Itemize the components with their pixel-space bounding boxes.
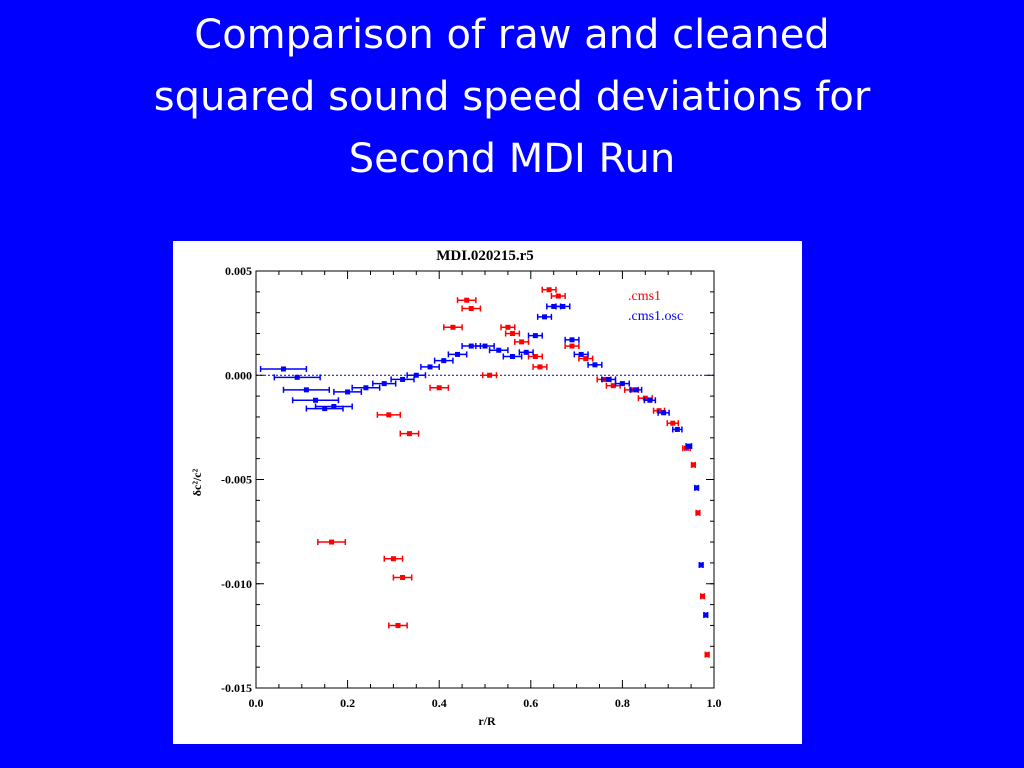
series-0-point-11 [505,324,511,330]
series-1-point-9 [400,376,406,382]
series-0-point-12 [509,331,515,337]
series-1-point-0 [280,366,286,372]
series-1-point-35 [703,612,709,618]
scatter-chart: 0.0 0.2 0.4 0.6 0.8 1.0 0.005 0.000 -0.005 -0.010… [190,248,722,728]
series-1-point-34 [698,562,704,568]
series-0-point-23 [642,395,648,401]
x-tick-label-4: 0.8 [615,696,630,710]
series-0-point-21 [610,383,616,389]
series-0-point-6 [436,385,442,391]
series-1-point-31 [674,426,680,432]
series-1-point-1 [294,374,300,380]
series-1-point-23 [569,337,575,343]
series-1-point-10 [413,372,419,378]
x-tick-label-2: 0.4 [432,696,447,710]
series-1-point-11 [427,364,433,370]
x-tick-label-5: 1.0 [707,696,722,710]
y-axis-label: δc²/c² [190,468,204,496]
series-1-point-33 [694,485,700,491]
series-0-point-2 [406,431,412,437]
series-0-point-1 [386,412,392,418]
series-1-point-24 [578,351,584,357]
legend-entry-1: .cms1.osc [628,309,683,324]
slide-title-line-2: squared sound speed deviations for [153,74,871,120]
legend-entry-0: .cms1 [628,289,661,304]
series-1-point-4 [322,406,328,412]
plot-frame [255,270,715,689]
series-1-point-29 [647,397,653,403]
y-tick-label-0: 0.005 [225,264,252,278]
chart-figure: 0.0 0.2 0.4 0.6 0.8 1.0 0.005 0.000 -0.005 -0.010… [173,241,802,744]
series-1-point-3 [313,397,319,403]
series-1-point-17 [509,353,515,359]
series-1-point-25 [592,362,598,368]
series-0-point-29 [700,593,706,599]
series-1-point-13 [455,351,461,357]
series-1-point-6 [345,389,351,395]
series-0-point-30 [704,652,710,658]
series-0-point-15 [537,364,543,370]
series-0-point-0 [329,539,335,545]
series-1-point-27 [619,381,625,387]
series-0-point-5 [395,622,401,628]
series-1-point-15 [482,343,488,349]
x-tick-label-0: 0.0 [249,696,264,710]
y-tick-label-2: -0.005 [221,473,252,487]
series-0-point-19 [583,356,589,362]
series-0-point-28 [695,510,701,516]
series-0-point-18 [569,343,575,349]
y-tick-label-4: -0.015 [221,681,252,695]
series-0-point-25 [670,420,676,426]
series-1-point-26 [606,376,612,382]
series-1-point-22 [560,303,566,309]
series-0-point-13 [519,339,525,345]
x-tick-label-1: 0.2 [340,696,355,710]
y-tick-label-1: 0.000 [225,368,252,382]
series-1-point-5 [331,404,337,410]
series-1-point-19 [532,333,538,339]
series-0-point-3 [390,556,396,562]
y-tick-label-3: -0.010 [221,577,252,591]
series-0-point-16 [546,287,552,293]
series-0-point-17 [555,293,561,299]
chart-title: MDI.020215.r5 [436,248,534,264]
series-0-point-8 [464,297,470,303]
series-0-point-9 [468,306,474,312]
series-0-point-27 [690,462,696,468]
series-1-point-18 [523,349,529,355]
x-axis-label: r/R [478,714,496,728]
series-1-point-32 [686,443,692,449]
slide-title: Comparison of raw and cleaned squared so… [40,4,984,190]
series-0-point-10 [487,372,493,378]
series-1-point-16 [496,347,502,353]
slide-title-line-1: Comparison of raw and cleaned [194,12,830,58]
series-1-point-14 [468,343,474,349]
x-tick-label-3: 0.6 [523,696,538,710]
series-1-point-20 [542,314,548,320]
series-1-point-7 [363,385,369,391]
series-1-point-28 [633,387,639,393]
slide-title-line-3: Second MDI Run [348,136,676,182]
series-0-point-7 [450,324,456,330]
series-1-point-2 [303,387,309,393]
series-1-point-21 [551,303,557,309]
series-1-point-30 [661,410,667,416]
series-0-point-14 [532,353,538,359]
series-1-point-8 [381,381,387,387]
series-0-point-4 [400,574,406,580]
series-1-point-12 [441,358,447,364]
series-0-point-24 [656,408,662,414]
